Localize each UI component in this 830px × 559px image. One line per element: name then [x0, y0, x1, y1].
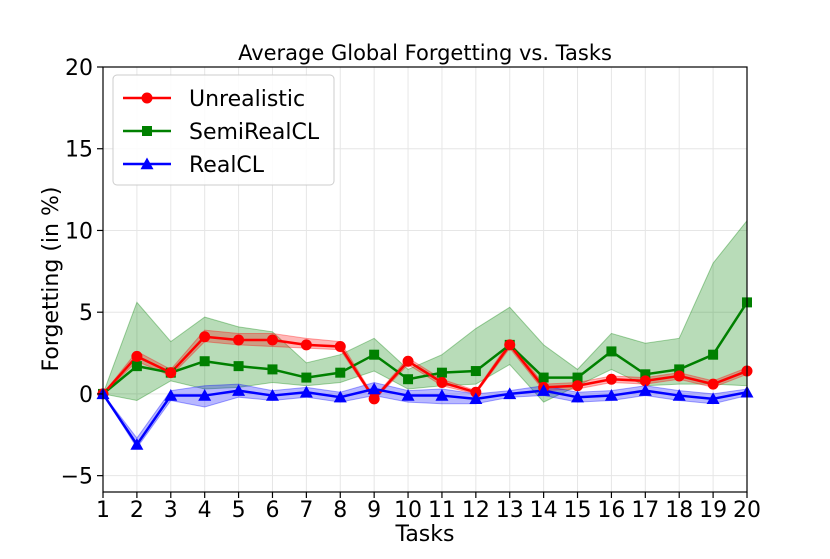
semirealcl-point [640, 369, 651, 380]
x-tick-label: 16 [597, 498, 625, 523]
realcl-legend-marker [140, 157, 154, 170]
semirealcl-point [233, 361, 244, 372]
semirealcl-point [470, 366, 481, 377]
y-tick-label: 20 [65, 56, 93, 81]
realcl-point [367, 382, 381, 395]
unrealistic-point [572, 380, 584, 392]
realcl-point [571, 390, 585, 403]
realcl-line [101, 387, 748, 446]
x-tick-label: 18 [665, 498, 693, 523]
unrealistic-point [266, 334, 278, 346]
semirealcl-point [708, 349, 719, 360]
unrealistic-point [673, 370, 685, 382]
semirealcl-point [538, 372, 549, 383]
realcl-legend-label: RealCL [189, 153, 265, 178]
legend-box [112, 74, 335, 186]
x-tick-label: 20 [733, 498, 761, 523]
x-tick-label: 2 [130, 498, 144, 523]
y-tick-label: −5 [61, 465, 93, 490]
x-tick-label: 4 [198, 498, 212, 523]
unrealistic-point [504, 339, 516, 351]
unrealistic-point [334, 341, 346, 353]
y-tick-label: 5 [79, 301, 93, 326]
unrealistic-point [402, 355, 414, 367]
semirealcl-point [301, 372, 312, 383]
x-tick-label: 5 [232, 498, 246, 523]
realcl-point [537, 384, 551, 396]
semirealcl-point [572, 372, 583, 383]
realcl-point [604, 389, 618, 401]
semirealcl-line [102, 301, 749, 395]
semirealcl-point [369, 349, 380, 360]
x-tick-label: 14 [530, 498, 558, 523]
semirealcl-point [267, 364, 278, 375]
x-tick-label: 8 [333, 498, 347, 523]
semirealcl-legend-marker [142, 126, 152, 136]
unrealistic-point [707, 378, 719, 390]
realcl-point [164, 389, 178, 401]
realcl-point [435, 389, 449, 401]
unrealistic-point [300, 339, 312, 351]
y-axis-label: Forgetting (in %) [39, 187, 64, 372]
realcl-point [232, 384, 246, 396]
realcl-point [503, 387, 517, 400]
unrealistic-legend-label: Unrealistic [189, 87, 305, 112]
x-tick-label: 7 [299, 498, 313, 523]
x-tick-label: 15 [564, 498, 592, 523]
unrealistic-legend-marker [141, 92, 153, 104]
realcl-point [672, 389, 686, 401]
y-tick-label: 15 [65, 138, 93, 163]
unrealistic-point [368, 393, 380, 405]
y-tick-label: 10 [65, 219, 93, 244]
x-tick-label: 12 [462, 498, 490, 523]
semirealcl-point [335, 367, 346, 378]
realcl-point [130, 438, 144, 450]
unrealistic-point [233, 334, 245, 346]
x-tick-label: 11 [428, 498, 456, 523]
x-tick-label: 17 [631, 498, 659, 523]
realcl-point [706, 392, 720, 405]
x-tick-label: 10 [394, 498, 422, 523]
series-lines [101, 301, 749, 446]
legend: Unrealistic SemiRealCL RealCL [112, 74, 335, 186]
y-axis: −5 0 5 10 15 20 [61, 56, 103, 490]
semirealcl-legend-label: SemiRealCL [189, 120, 320, 145]
unrealistic-point [199, 331, 211, 343]
unrealistic-point [165, 367, 177, 379]
chart-title: Average Global Forgetting vs. Tasks [238, 41, 612, 65]
semirealcl-point [436, 367, 447, 378]
semirealcl-point [606, 346, 617, 357]
unrealistic-line [102, 335, 748, 401]
unrealistic-point [436, 376, 448, 388]
x-tick-label: 3 [164, 498, 178, 523]
realcl-point [638, 384, 652, 396]
realcl-point [333, 390, 347, 403]
confidence-bands [102, 219, 748, 449]
x-tick-label: 6 [265, 498, 279, 523]
realcl-point [469, 392, 483, 405]
x-tick-label: 9 [367, 498, 381, 523]
realcl-point [401, 389, 415, 401]
unrealistic-point [131, 350, 143, 362]
realcl-point [265, 389, 279, 401]
realcl-point [198, 389, 212, 401]
semirealcl-point [199, 356, 210, 367]
y-tick-label: 0 [79, 383, 93, 408]
x-tick-label: 1 [96, 498, 110, 523]
x-axis: 1 2 3 4 5 6 7 8 9 10 11 12 13 14 15 16 17 18 19 20 [96, 492, 761, 523]
x-axis-label: Tasks [395, 522, 455, 547]
unrealistic-point [605, 373, 617, 385]
plot-frame [102, 66, 748, 493]
x-tick-label: 13 [496, 498, 524, 523]
semirealcl-point [674, 364, 685, 375]
semirealcl-point [403, 374, 414, 385]
realcl-point [299, 385, 313, 398]
x-tick-label: 19 [699, 498, 727, 523]
semirealcl-point [131, 361, 142, 372]
